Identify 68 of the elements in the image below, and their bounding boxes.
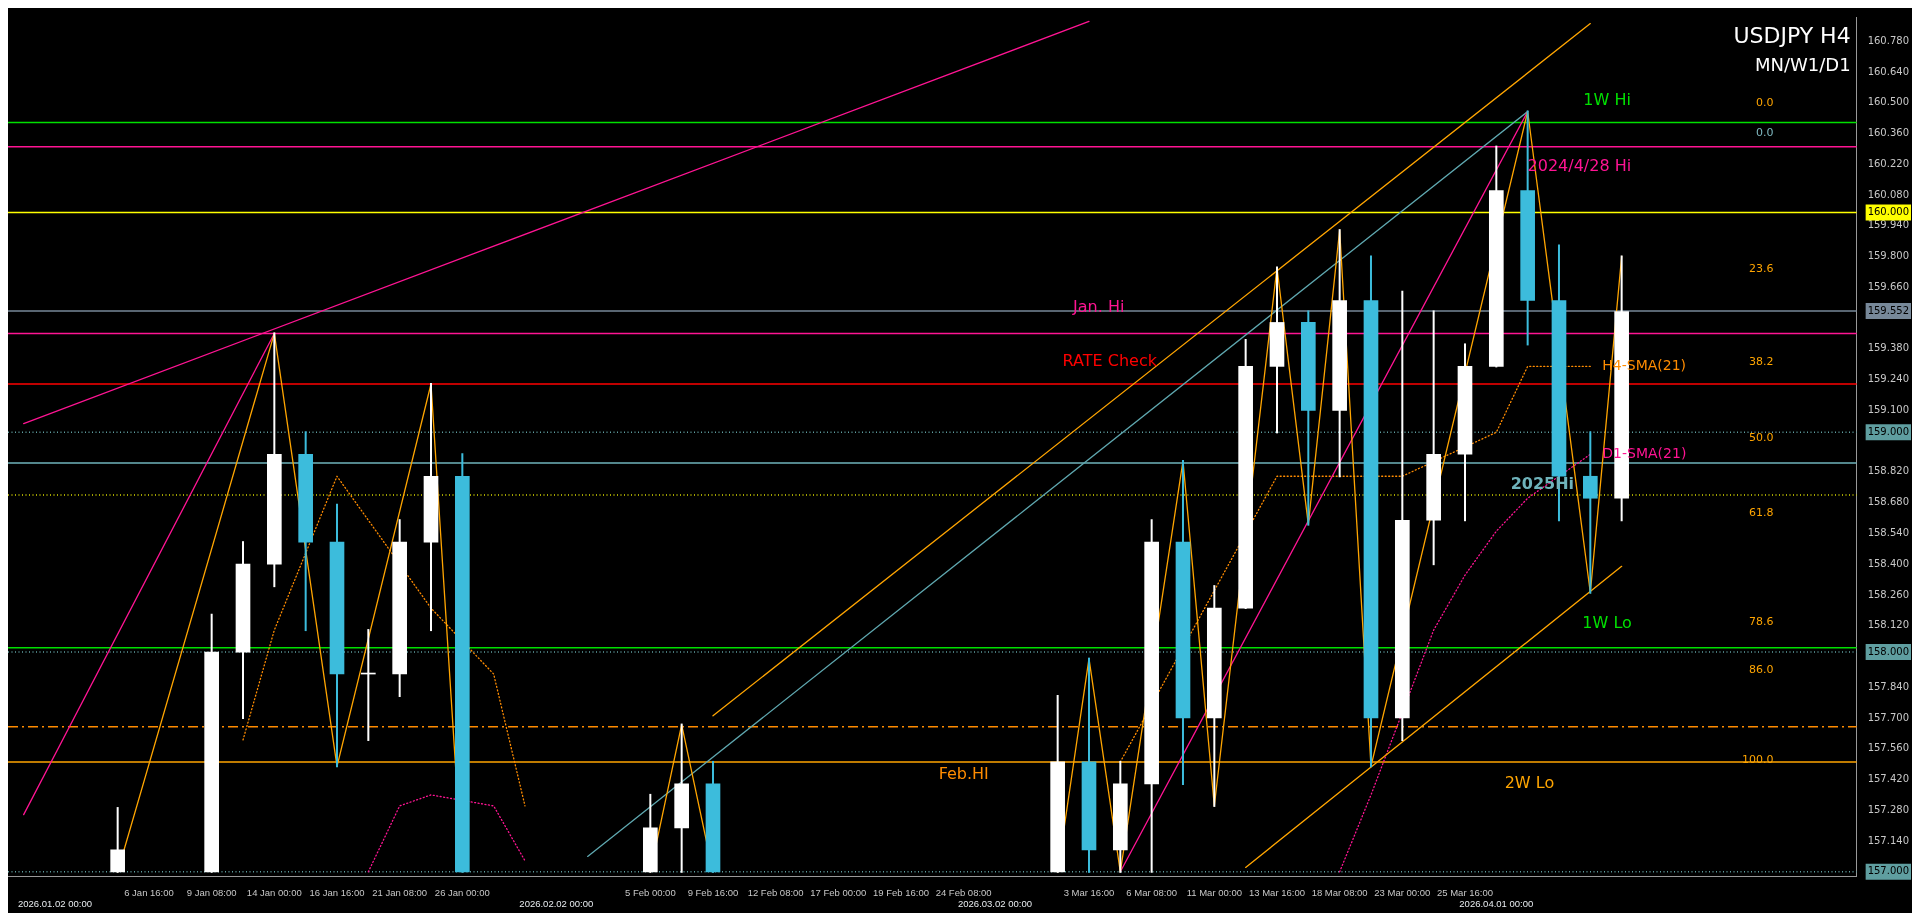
y-tick-label: 160.360 bbox=[1867, 127, 1910, 139]
x-tick-label: 14 Jan 00:00 bbox=[246, 886, 302, 898]
x-tick-label: 18 Mar 08:00 bbox=[1311, 886, 1368, 898]
ref-line-label: RATE Check bbox=[1062, 351, 1158, 371]
annotation: 0.0 bbox=[1755, 125, 1774, 139]
y-tick-label: 158.400 bbox=[1867, 557, 1910, 569]
y-tick-label: 157.700 bbox=[1867, 711, 1910, 723]
annotation: 86.0 bbox=[1748, 662, 1774, 676]
x-tick-label: 26 Jan 00:00 bbox=[434, 886, 490, 898]
x-tick-label: 17 Feb 00:00 bbox=[810, 886, 867, 898]
x-tick-label: 2026.01.02 00:00 bbox=[18, 897, 92, 909]
x-tick-label: 25 Mar 16:00 bbox=[1436, 886, 1493, 898]
x-tick-label: 24 Feb 08:00 bbox=[935, 886, 992, 898]
x-tick-label: 19 Feb 16:00 bbox=[872, 886, 929, 898]
y-tick-label: 160.220 bbox=[1867, 157, 1910, 169]
ref-line-label: 1W Hi bbox=[1583, 89, 1631, 109]
x-tick-label: 2026.03.02 00:00 bbox=[958, 897, 1032, 909]
annotation: 78.6 bbox=[1748, 614, 1774, 628]
x-tick-label: 11 Mar 00:00 bbox=[1186, 886, 1242, 898]
y-tick-label: 157.140 bbox=[1867, 834, 1910, 846]
x-tick-label: 2026.02.02 00:00 bbox=[519, 897, 594, 909]
y-tick-label: 157.420 bbox=[1867, 773, 1910, 785]
x-tick-label: 16 Jan 16:00 bbox=[309, 886, 365, 898]
x-tick-label: 12 Feb 08:00 bbox=[747, 886, 804, 898]
x-tick-label: 21 Jan 08:00 bbox=[372, 886, 428, 898]
y-tick-label: 160.080 bbox=[1867, 188, 1910, 200]
annotation: 61.8 bbox=[1748, 506, 1774, 520]
y-tick-label: 158.120 bbox=[1867, 619, 1910, 631]
text: MN/W1/D1 bbox=[1754, 54, 1851, 75]
y-tick-label: 160.500 bbox=[1867, 96, 1910, 108]
y-tick-label: 159.380 bbox=[1867, 342, 1910, 354]
annotation: 0.0 bbox=[1755, 95, 1774, 109]
y-tick-label: 160.640 bbox=[1867, 65, 1910, 77]
annotation: 23.6 bbox=[1748, 262, 1774, 276]
x-tick-label: 6 Jan 16:00 bbox=[124, 886, 174, 898]
ref-line-label: Jan. Hi bbox=[1072, 296, 1125, 316]
annotation: 38.2 bbox=[1748, 355, 1774, 369]
x-tick-label: 3 Mar 16:00 bbox=[1063, 886, 1115, 898]
x-tick-label: 6 Mar 08:00 bbox=[1126, 886, 1178, 898]
annotation: 50.0 bbox=[1748, 430, 1774, 444]
x-tick-label: 9 Jan 08:00 bbox=[186, 886, 237, 898]
y-tick-label: 160.000 bbox=[1867, 206, 1910, 218]
y-tick-label: 157.840 bbox=[1867, 680, 1910, 692]
y-tick-label: 159.940 bbox=[1867, 219, 1910, 231]
y-tick-label: 158.680 bbox=[1867, 496, 1910, 508]
y-tick-label: 158.820 bbox=[1867, 465, 1910, 477]
ref-line-label: 2W Lo bbox=[1504, 773, 1555, 793]
y-tick-label: 159.552 bbox=[1867, 304, 1910, 316]
y-tick-label: 157.280 bbox=[1867, 803, 1910, 815]
x-tick-label: 23 Mar 00:00 bbox=[1374, 886, 1431, 898]
y-tick-label: 159.800 bbox=[1867, 250, 1910, 262]
y-tick-label: 160.780 bbox=[1867, 34, 1910, 46]
y-tick-label: 159.100 bbox=[1867, 403, 1910, 415]
y-tick-label: 159.660 bbox=[1867, 280, 1910, 292]
y-tick-label: 158.540 bbox=[1867, 526, 1910, 538]
y-tick-label: 159.000 bbox=[1867, 425, 1910, 437]
y-tick-label: 157.000 bbox=[1867, 865, 1910, 877]
x-tick-label: 5 Feb 00:00 bbox=[624, 886, 676, 898]
x-tick-label: 13 Mar 16:00 bbox=[1248, 886, 1305, 898]
ref-line-label: Feb.HI bbox=[938, 763, 989, 783]
ref-line-label: 1W Lo bbox=[1582, 612, 1632, 632]
y-tick-label: 158.260 bbox=[1867, 588, 1910, 600]
x-tick-label: 9 Feb 16:00 bbox=[687, 886, 739, 898]
y-tick-label: 158.000 bbox=[1867, 645, 1910, 657]
y-tick-label: 157.560 bbox=[1867, 742, 1910, 754]
y-tick-label: 159.240 bbox=[1867, 373, 1910, 385]
chart-title: USDJPY H4 bbox=[1733, 23, 1851, 48]
x-tick-label: 2026.04.01 00:00 bbox=[1459, 897, 1534, 909]
